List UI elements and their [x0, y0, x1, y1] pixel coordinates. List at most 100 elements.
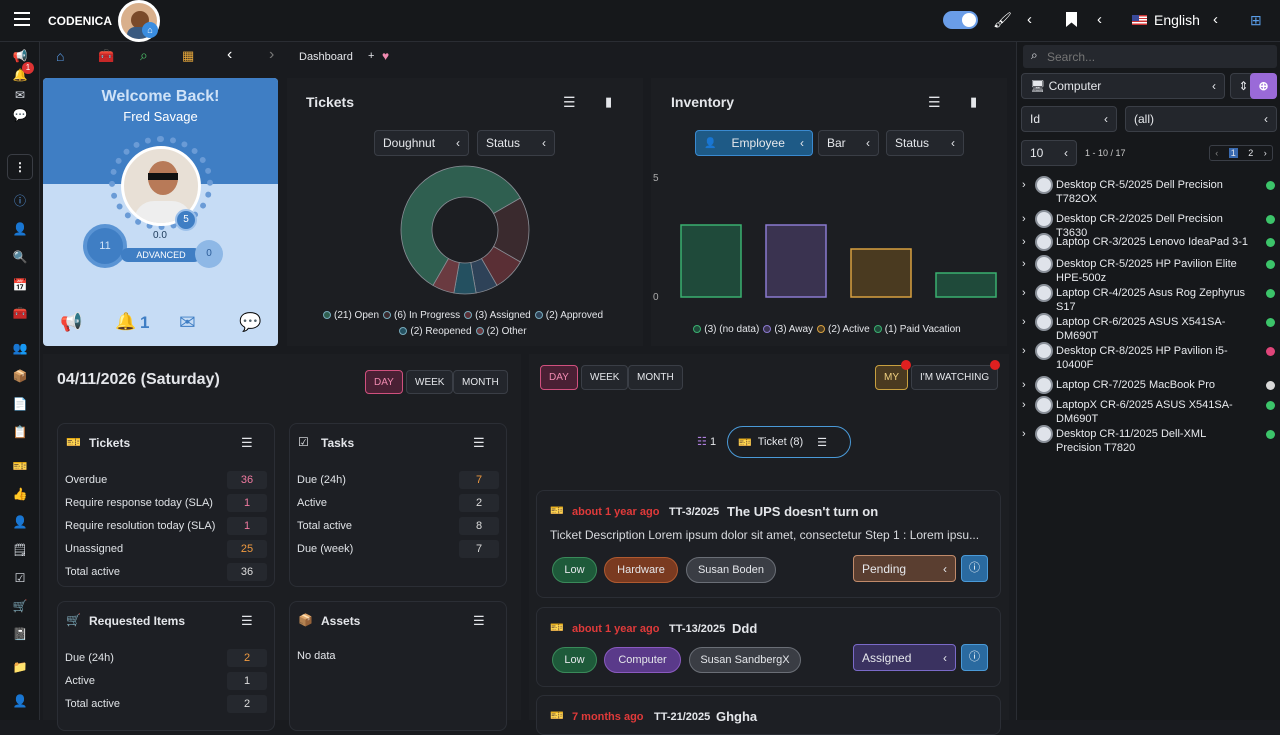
list-icon[interactable]: ☰	[241, 613, 253, 628]
bookmark-icon[interactable]	[1066, 12, 1077, 27]
breadcrumb[interactable]: Dashboard	[299, 51, 353, 63]
thumbs-up-icon[interactable]: 👍	[12, 487, 28, 501]
stat-value[interactable]: 1	[227, 494, 267, 512]
list-icon[interactable]: ☰	[928, 94, 941, 110]
chevron-right-icon[interactable]: ›	[1022, 179, 1026, 191]
file-icon[interactable]: 📄	[12, 397, 28, 411]
chevron-right-icon[interactable]: ›	[269, 46, 275, 63]
legend-item[interactable]: (6) In Progress	[383, 310, 460, 321]
folder-icon[interactable]: 📁	[12, 660, 28, 674]
search-box[interactable]: ⌕	[1023, 45, 1277, 68]
list-icon[interactable]: ☰	[473, 613, 485, 628]
heart-icon[interactable]: ♥	[382, 49, 390, 63]
watching-filter-button[interactable]: I'M WATCHING	[911, 365, 999, 390]
page-size-select[interactable]: 10 ‹	[1021, 140, 1077, 166]
stat-value[interactable]: 1	[227, 517, 267, 535]
user-icon[interactable]: 👤	[12, 222, 28, 236]
page-1-button[interactable]: 1	[1228, 148, 1238, 158]
home-icon[interactable]: ⌂	[56, 48, 65, 64]
stat-value[interactable]: 36	[227, 471, 267, 489]
ticket-icon[interactable]: 🎫	[12, 459, 28, 473]
chevron-right-icon[interactable]: ›	[1022, 287, 1026, 299]
calendar-icon[interactable]: ▦	[182, 48, 195, 63]
legend-item[interactable]: (21) Open	[322, 310, 379, 321]
week-button[interactable]: WEEK	[406, 370, 454, 394]
stat-value[interactable]: 2	[459, 494, 499, 512]
list-icon[interactable]: ☰	[473, 435, 485, 450]
chevron-right-icon[interactable]: ›	[1022, 345, 1026, 357]
chevron-right-icon[interactable]: ›	[1022, 258, 1026, 270]
tickets-doughnut[interactable]	[400, 165, 530, 295]
envelope-icon[interactable]: ✉	[179, 312, 196, 334]
toolbox-icon[interactable]: 🧰	[12, 306, 28, 320]
doughnut-slice-open[interactable]	[400, 165, 521, 286]
list-icon[interactable]: ☰	[817, 436, 828, 449]
chart-type-select[interactable]: Bar ‹	[818, 130, 879, 156]
chevron-right-icon[interactable]: ›	[1022, 213, 1026, 225]
add-tab-button[interactable]: +	[368, 50, 375, 62]
inventory-bar-chart[interactable]	[667, 177, 1007, 299]
bar-active[interactable]	[850, 248, 912, 298]
day-button[interactable]: DAY	[540, 365, 578, 390]
chart-type-select[interactable]: Doughnut ‹	[374, 130, 469, 156]
sitemap-icon[interactable]: ⊞	[1250, 12, 1262, 28]
bell-icon[interactable]: 🔔	[115, 312, 137, 331]
tasks-icon[interactable]: ☑	[14, 571, 26, 585]
chevron-left-icon[interactable]: ‹	[1213, 11, 1218, 28]
chevron-right-icon[interactable]: ›	[1022, 379, 1026, 391]
page-2-button[interactable]: 2	[1248, 148, 1254, 158]
search-icon[interactable]: 🔍	[12, 250, 28, 264]
bar-paid-vacation[interactable]	[935, 272, 997, 298]
bar-no-data[interactable]	[680, 224, 742, 298]
month-button[interactable]: MONTH	[453, 370, 508, 394]
ticket-card[interactable]: 🎫 7 months ago TT-21/2025 Ghgha	[536, 695, 1001, 735]
status-select[interactable]: Pending ‹	[853, 555, 956, 582]
language-label[interactable]: English	[1154, 12, 1200, 28]
chevron-right-icon[interactable]: ›	[1022, 428, 1026, 440]
stat-value[interactable]: 25	[227, 540, 267, 558]
chevron-left-icon[interactable]: ‹	[1097, 11, 1102, 28]
day-button[interactable]: DAY	[365, 370, 403, 394]
megaphone-icon[interactable]: 📢	[60, 312, 83, 332]
bar-chart-icon[interactable]: ▮	[970, 94, 978, 109]
legend-item[interactable]: (3) Away	[763, 324, 813, 335]
pagination[interactable]: ‹ 1 2 ›	[1209, 145, 1273, 161]
chevron-left-icon[interactable]: ‹	[227, 46, 233, 63]
doughnut-slice-other[interactable]	[432, 258, 460, 294]
group-by-select[interactable]: Status ‹	[477, 130, 555, 156]
month-button[interactable]: MONTH	[628, 365, 683, 390]
legend-item[interactable]: (2) Reopened	[399, 326, 472, 337]
list-icon[interactable]: ☰	[563, 94, 576, 110]
status-select[interactable]: Status ‹	[886, 130, 964, 156]
boxes-icon[interactable]: 📦	[12, 369, 28, 383]
bar-away[interactable]	[765, 224, 827, 298]
envelope-icon[interactable]: ✉	[14, 88, 26, 102]
user-avatar[interactable]	[118, 0, 160, 42]
clipboard-icon[interactable]: 📋	[12, 425, 28, 439]
status-select[interactable]: Assigned ‹	[853, 644, 956, 671]
stat-value[interactable]: 7	[459, 540, 499, 558]
search-input[interactable]	[1047, 47, 1267, 66]
legend-item[interactable]: (2) Approved	[534, 310, 603, 321]
chevron-right-icon[interactable]: ›	[1263, 148, 1267, 158]
legend-item[interactable]: (2) Other	[475, 326, 527, 337]
legend-item[interactable]: (1) Paid Vacation	[873, 324, 961, 335]
toolbox-icon[interactable]: 🧰	[98, 48, 115, 63]
menu-icon[interactable]	[14, 12, 30, 26]
asset-type-select[interactable]: 🖥 Computer ‹	[1021, 73, 1225, 99]
list-icon[interactable]: ☰	[241, 435, 253, 450]
chevron-left-icon[interactable]: ‹	[1215, 148, 1219, 158]
stat-value[interactable]: 7	[459, 471, 499, 489]
stat-value[interactable]: 1	[227, 672, 267, 690]
chevron-right-icon[interactable]: ›	[1022, 399, 1026, 411]
info-button[interactable]: ⓘ	[961, 555, 988, 582]
chevron-right-icon[interactable]: ›	[1022, 236, 1026, 248]
stat-value[interactable]: 2	[227, 649, 267, 667]
legend-item[interactable]: (2) Active	[817, 324, 870, 335]
stat-value[interactable]: 2	[227, 695, 267, 713]
group-by-employee-select[interactable]: 👤 Employee ‹	[695, 130, 813, 156]
ticket-tab[interactable]: 🎫 Ticket (8) ☰	[727, 426, 851, 458]
note-icon[interactable]: 🗒	[12, 543, 28, 557]
tasks-tab[interactable]: ☷ 1	[697, 436, 717, 448]
chat-icon[interactable]: 💬	[12, 108, 28, 122]
